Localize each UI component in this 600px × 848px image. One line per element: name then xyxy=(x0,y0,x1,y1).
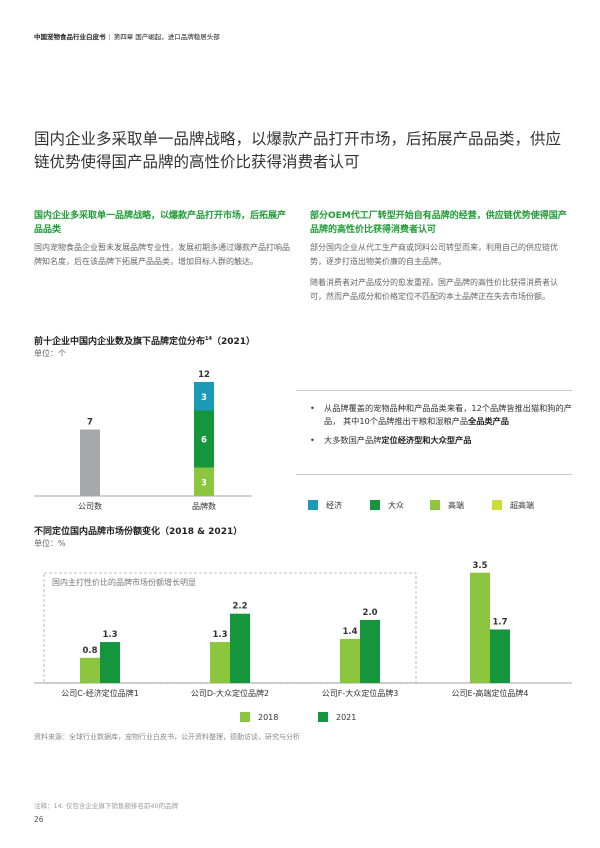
chart1-bar-segment xyxy=(80,429,100,496)
footnote: 注释：14. 仅包含企业旗下销售额排名前40的品牌 xyxy=(34,802,179,810)
bullets-divider-top xyxy=(296,390,572,391)
legend2-label: 2018 xyxy=(258,713,279,722)
chart2-data-label: 0.8 xyxy=(82,646,97,656)
legend2-label: 2021 xyxy=(336,713,357,722)
legend1-swatch xyxy=(430,500,440,510)
right-column-body-1: 部分国内企业从代工生产商或饲料公司转型而来，利用自己的供应链优势，逐步打造出物美… xyxy=(310,243,558,266)
chart1-title: 前十企业中国内企业数及旗下品牌定位分布14（2021） xyxy=(34,334,255,347)
chart1-data-label: 3 xyxy=(201,478,207,488)
chart2-data-label: 1.3 xyxy=(212,630,227,640)
chart2-bar xyxy=(100,642,120,683)
chart1-data-label: 3 xyxy=(201,393,207,403)
chart1-bar-segment xyxy=(194,467,214,496)
chart2-bar xyxy=(470,572,490,683)
chart2-bar xyxy=(360,620,380,683)
chart2-x-tick-label: 公司F-大众定位品牌3 xyxy=(322,688,399,698)
chart2-marks: 0.8 1.3 公司C-经济定位品牌1 1.3 2.2 公司D-大众定位品牌2 1.4 2.0… xyxy=(61,561,528,698)
legend2-item-2018: 2018 xyxy=(240,712,278,722)
chart2-unit: 单位：% xyxy=(34,539,66,548)
chart2-bar xyxy=(340,638,360,683)
source-text: 资料来源：全球行业数据库，宠物行业白皮书，公开资料整理，德勤访谈，研究与分析 xyxy=(34,733,300,741)
chart2-bar xyxy=(80,657,100,683)
legend1-item-mass: 大众 xyxy=(370,500,404,511)
chart1-data-label: 6 xyxy=(201,436,207,446)
legend2-swatch xyxy=(240,712,250,722)
legend2-item-2021: 2021 xyxy=(318,712,356,722)
chart2-title: 不同定位国内品牌市场份额变化（2018 & 2021） xyxy=(34,527,243,537)
legend1-label: 大众 xyxy=(388,501,404,510)
chart1-unit: 单位：个 xyxy=(34,349,66,358)
bullet1-text: 从品牌覆盖的宠物品种和产品品类来看，12个品牌皆推出猫和狗的产品， 其中10个品… xyxy=(324,403,572,426)
chart2-data-label: 2.2 xyxy=(232,602,247,612)
left-column-heading: 国内企业多采取单一品牌战略，以爆款产品打开市场，后拓展产品品类 xyxy=(34,211,287,235)
legend1-item-economy: 经济 xyxy=(308,500,342,511)
chart1-bar-segment xyxy=(194,410,214,468)
bullet-item: 从品牌覆盖的宠物品种和产品品类来看，12个品牌皆推出猫和狗的产品， 其中10个品… xyxy=(310,402,572,428)
header-separator: | xyxy=(108,33,111,41)
chart1-marks: 7公司数036312品牌数 xyxy=(78,370,216,511)
chart1-data-label: 7 xyxy=(87,418,93,428)
chart2-data-label: 1.4 xyxy=(342,627,357,637)
chart2-data-label: 2.0 xyxy=(362,608,377,618)
legend1-item-premium: 高端 xyxy=(430,500,464,511)
bullet2-text: 大多数国产品牌 xyxy=(324,435,382,445)
chart2-bar xyxy=(490,629,510,683)
bullets-divider-bottom xyxy=(296,474,572,475)
chart2-x-tick-label: 公司E-高端定位品牌4 xyxy=(451,688,528,698)
chart2-x-tick-label: 公司D-大众定位品牌2 xyxy=(191,688,269,698)
chart2-data-label: 1.7 xyxy=(492,617,507,627)
left-column: 国内企业多采取单一品牌战略，以爆款产品打开市场，后拓展产品品类 国内宠物食品企业… xyxy=(34,210,292,268)
legend1-swatch xyxy=(370,500,380,510)
chart2-x-tick-label: 公司C-经济定位品牌1 xyxy=(61,688,139,698)
chart1-total-label: 12 xyxy=(198,370,210,380)
right-column-body-2: 随着消费者对产品成分的愈发重视，国产品牌的高性价比获得消费者认可，然而产品成分和… xyxy=(310,278,558,301)
chart1-title-text: 前十企业中国内企业数及旗下品牌定位分布 xyxy=(34,337,206,347)
chart2-data-label: 3.5 xyxy=(472,561,487,571)
page-title: 国内企业多采取单一品牌战略，以爆款产品打开市场，后拓展产品品类，供应链优势使得国… xyxy=(34,130,562,171)
legend1-label: 经济 xyxy=(326,501,342,510)
legend1-item-super-premium: 超高端 xyxy=(492,500,534,511)
chart1-title-year: （2021） xyxy=(211,337,256,347)
chart1-x-tick-label: 品牌数 xyxy=(192,501,216,511)
right-column-heading: 部分OEM代工厂转型开始自有品牌的经营，供应链优势使得国产品牌的高性价比获得消费… xyxy=(310,211,567,235)
legend1-label: 超高端 xyxy=(510,501,534,510)
key-findings: 从品牌覆盖的宠物品种和产品品类来看，12个品牌皆推出猫和狗的产品， 其中10个品… xyxy=(310,402,572,453)
page-number: 26 xyxy=(34,815,44,824)
legend1-label: 高端 xyxy=(448,501,464,510)
bullet1-bold: 全品类产品 xyxy=(468,416,509,426)
left-column-body: 国内宠物食品企业暂未发展品牌专业性，发展初期多通过爆款产品打响品牌知名度，后在该… xyxy=(34,243,290,266)
chart2-bar xyxy=(230,613,250,683)
legend1-swatch xyxy=(308,500,318,510)
chart2-bar xyxy=(210,642,230,683)
right-column: 部分OEM代工厂转型开始自有品牌的经营，供应链优势使得国产品牌的高性价比获得消费… xyxy=(310,210,568,303)
chart1-title-footnote: 14 xyxy=(205,336,212,342)
bullet-item: 大多数国产品牌定位经济型和大众型产品 xyxy=(310,434,572,447)
chart1-x-tick-label: 公司数 xyxy=(78,501,102,511)
report-title: 中国宠物食品行业白皮书 xyxy=(34,33,106,41)
legend2-swatch xyxy=(318,712,328,722)
chapter-title: 第四章 国产崛起，进口品牌稳居头部 xyxy=(113,33,220,41)
chart2-annotation: 国内主打性价比的品牌市场份额增长明显 xyxy=(52,578,196,587)
chart2-data-label: 1.3 xyxy=(102,630,117,640)
chart1-bar-segment xyxy=(194,382,214,411)
page-header: 中国宠物食品行业白皮书 | 第四章 国产崛起，进口品牌稳居头部 xyxy=(34,31,220,41)
legend1-swatch xyxy=(492,500,502,510)
bullet2-bold: 定位经济型和大众型产品 xyxy=(381,435,472,445)
